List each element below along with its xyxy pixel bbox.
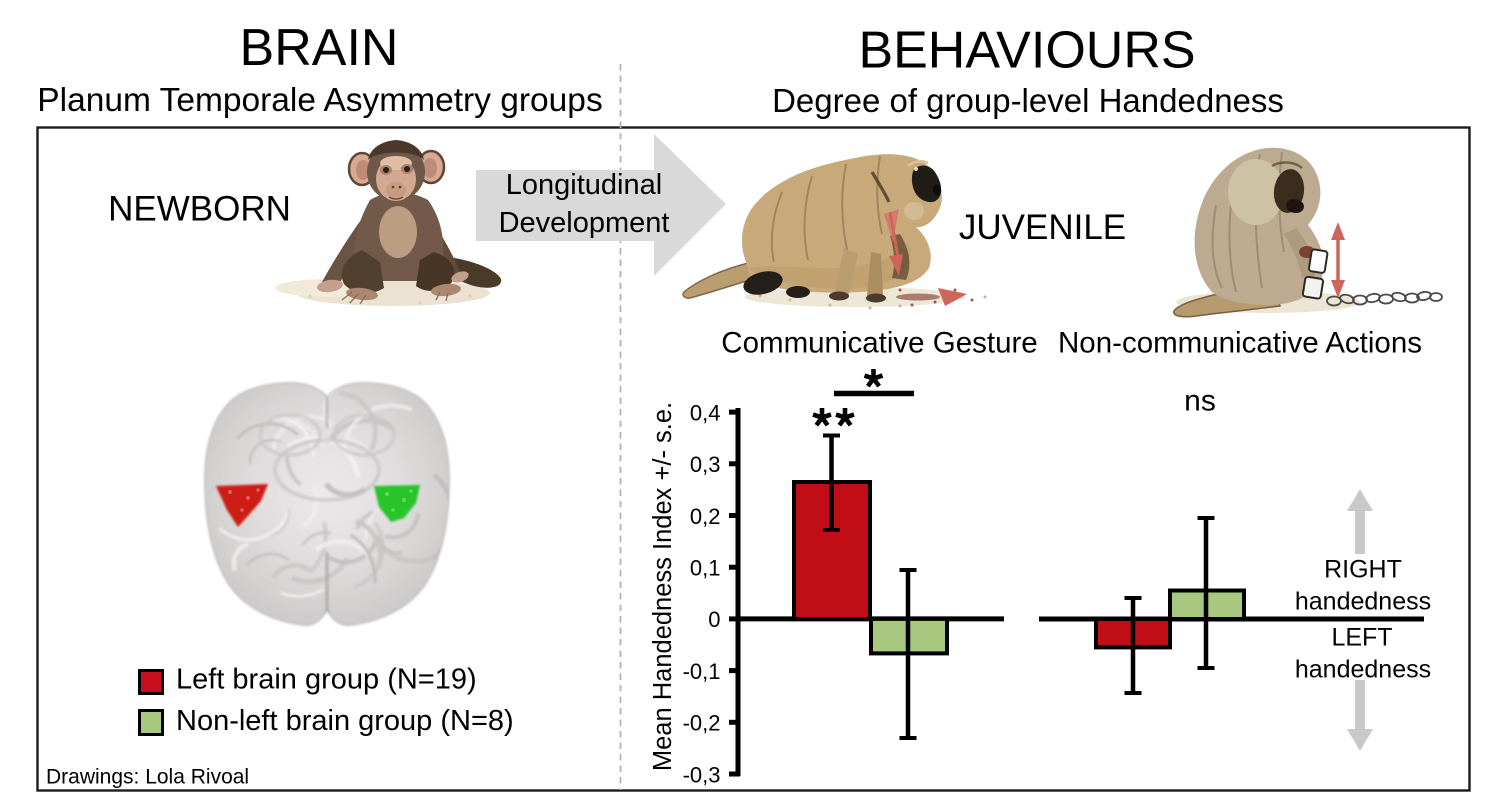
svg-text:Mean Handedness Index +/- s.e.: Mean Handedness Index +/- s.e. — [649, 402, 677, 771]
svg-text:NEWBORN: NEWBORN — [108, 190, 291, 229]
svg-text:BEHAVIOURS: BEHAVIOURS — [858, 22, 1195, 80]
svg-text:RIGHT: RIGHT — [1324, 556, 1402, 584]
svg-text:-0,1: -0,1 — [683, 659, 721, 684]
svg-text:handedness: handedness — [1295, 588, 1431, 616]
svg-text:Non-left brain group (N=8): Non-left brain group (N=8) — [176, 705, 514, 737]
svg-text:0,2: 0,2 — [690, 504, 721, 529]
svg-text:-0,2: -0,2 — [683, 711, 721, 736]
svg-text:Drawings: Lola Rivoal: Drawings: Lola Rivoal — [46, 766, 249, 789]
svg-text:0,3: 0,3 — [690, 452, 721, 477]
svg-text:Left brain group (N=19): Left brain group (N=19) — [176, 664, 477, 696]
svg-text:JUVENILE: JUVENILE — [959, 208, 1126, 247]
svg-text:0: 0 — [708, 607, 720, 632]
svg-text:Communicative Gesture: Communicative Gesture — [721, 327, 1037, 360]
svg-text:handedness: handedness — [1295, 656, 1431, 684]
svg-text:LEFT: LEFT — [1331, 624, 1392, 652]
svg-text:ns: ns — [1184, 385, 1216, 418]
svg-text:-0,3: -0,3 — [683, 762, 721, 787]
svg-text:Planum Temporale Asymmetry gro: Planum Temporale Asymmetry groups — [37, 82, 602, 119]
svg-text:Longitudinal: Longitudinal — [506, 169, 662, 201]
svg-text:BRAIN: BRAIN — [240, 19, 399, 77]
svg-text:0,1: 0,1 — [690, 556, 721, 581]
svg-text:Non-communicative Actions: Non-communicative Actions — [1058, 327, 1422, 360]
svg-text:0,4: 0,4 — [690, 400, 721, 425]
svg-text:Development: Development — [499, 207, 670, 239]
svg-text:Degree of group-level Handedne: Degree of group-level Handedness — [772, 82, 1284, 119]
